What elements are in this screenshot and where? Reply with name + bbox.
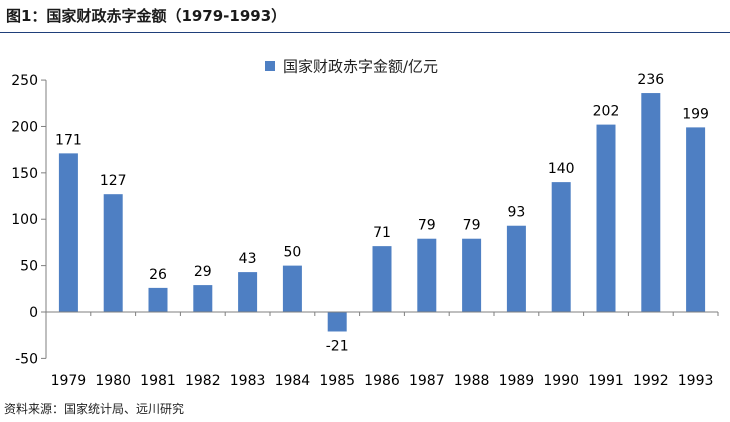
data-label: 79 <box>463 218 481 234</box>
bar <box>148 287 168 312</box>
x-tick-label: 1988 <box>454 373 490 389</box>
deficit-bar-chart: 国家财政赤字金额/亿元 -50 0 50 100 150 200 250 171 127 26 2… <box>11 58 719 389</box>
x-tick-label: 1979 <box>51 373 87 389</box>
bar <box>238 272 258 312</box>
x-tick-label: 1984 <box>275 373 311 389</box>
data-label: 43 <box>239 251 257 267</box>
bar <box>596 124 616 312</box>
bar <box>103 194 123 312</box>
x-tick-label: 1982 <box>185 373 221 389</box>
x-tick-label: 1991 <box>588 373 624 389</box>
bar <box>372 246 392 312</box>
legend-swatch <box>265 61 275 71</box>
x-tick-label: 1986 <box>364 373 400 389</box>
bar <box>641 93 661 312</box>
x-tick-label: 1987 <box>409 373 445 389</box>
data-label: 171 <box>55 132 82 148</box>
data-label: 140 <box>548 161 575 177</box>
data-label: 29 <box>194 264 212 280</box>
bars: 171 127 26 29 43 50 -21 71 79 79 93 140 202 236 199 <box>55 72 709 354</box>
data-label: 199 <box>682 106 709 122</box>
x-tick-label: 1990 <box>543 373 579 389</box>
y-tick-label: -50 <box>15 351 38 367</box>
figure-source: 资料来源：国家统计局、远川研究 <box>4 402 185 416</box>
x-tick-label: 1992 <box>633 373 669 389</box>
bar <box>506 225 526 312</box>
data-label: 236 <box>637 72 664 88</box>
figure-header: 图1：国家财政赤字金额（1979-1993） <box>0 0 730 33</box>
x-tick-label: 1981 <box>140 373 176 389</box>
y-tick-label: 250 <box>11 73 38 89</box>
x-tick-label: 1993 <box>678 373 714 389</box>
data-label: 93 <box>507 205 525 221</box>
data-label: 50 <box>283 245 301 261</box>
bar <box>327 312 347 332</box>
figure-title: 图1：国家财政赤字金额（1979-1993） <box>6 7 287 25</box>
bar <box>686 127 706 313</box>
x-axis-labels: 1979 1980 1981 1982 1983 1984 1985 1986 1987 1988… <box>51 373 714 389</box>
x-tick-label: 1983 <box>230 373 266 389</box>
x-tick-label: 1980 <box>95 373 131 389</box>
legend-label: 国家财政赤字金额/亿元 <box>283 58 438 76</box>
data-label: 71 <box>373 225 391 241</box>
y-tick-label: 150 <box>11 166 38 182</box>
data-label: 26 <box>149 267 167 283</box>
bar <box>58 153 78 312</box>
y-tick-label: 50 <box>20 259 38 275</box>
data-label: 202 <box>593 104 620 120</box>
y-tick-label: 200 <box>11 119 38 135</box>
data-label: 79 <box>418 218 436 234</box>
y-tick-label: 0 <box>29 305 38 321</box>
data-label: -21 <box>326 338 349 354</box>
bar <box>282 265 302 312</box>
x-tick-label: 1985 <box>319 373 355 389</box>
x-tick-label: 1989 <box>499 373 535 389</box>
bar <box>462 238 482 312</box>
chart-legend: 国家财政赤字金额/亿元 <box>265 58 438 76</box>
x-axis <box>45 311 719 316</box>
y-tick-label: 100 <box>11 212 38 228</box>
y-axis: -50 0 50 100 150 200 250 <box>11 73 47 367</box>
bar <box>193 285 213 312</box>
data-label: 127 <box>100 173 127 189</box>
bar <box>551 182 571 312</box>
bar <box>417 238 437 312</box>
